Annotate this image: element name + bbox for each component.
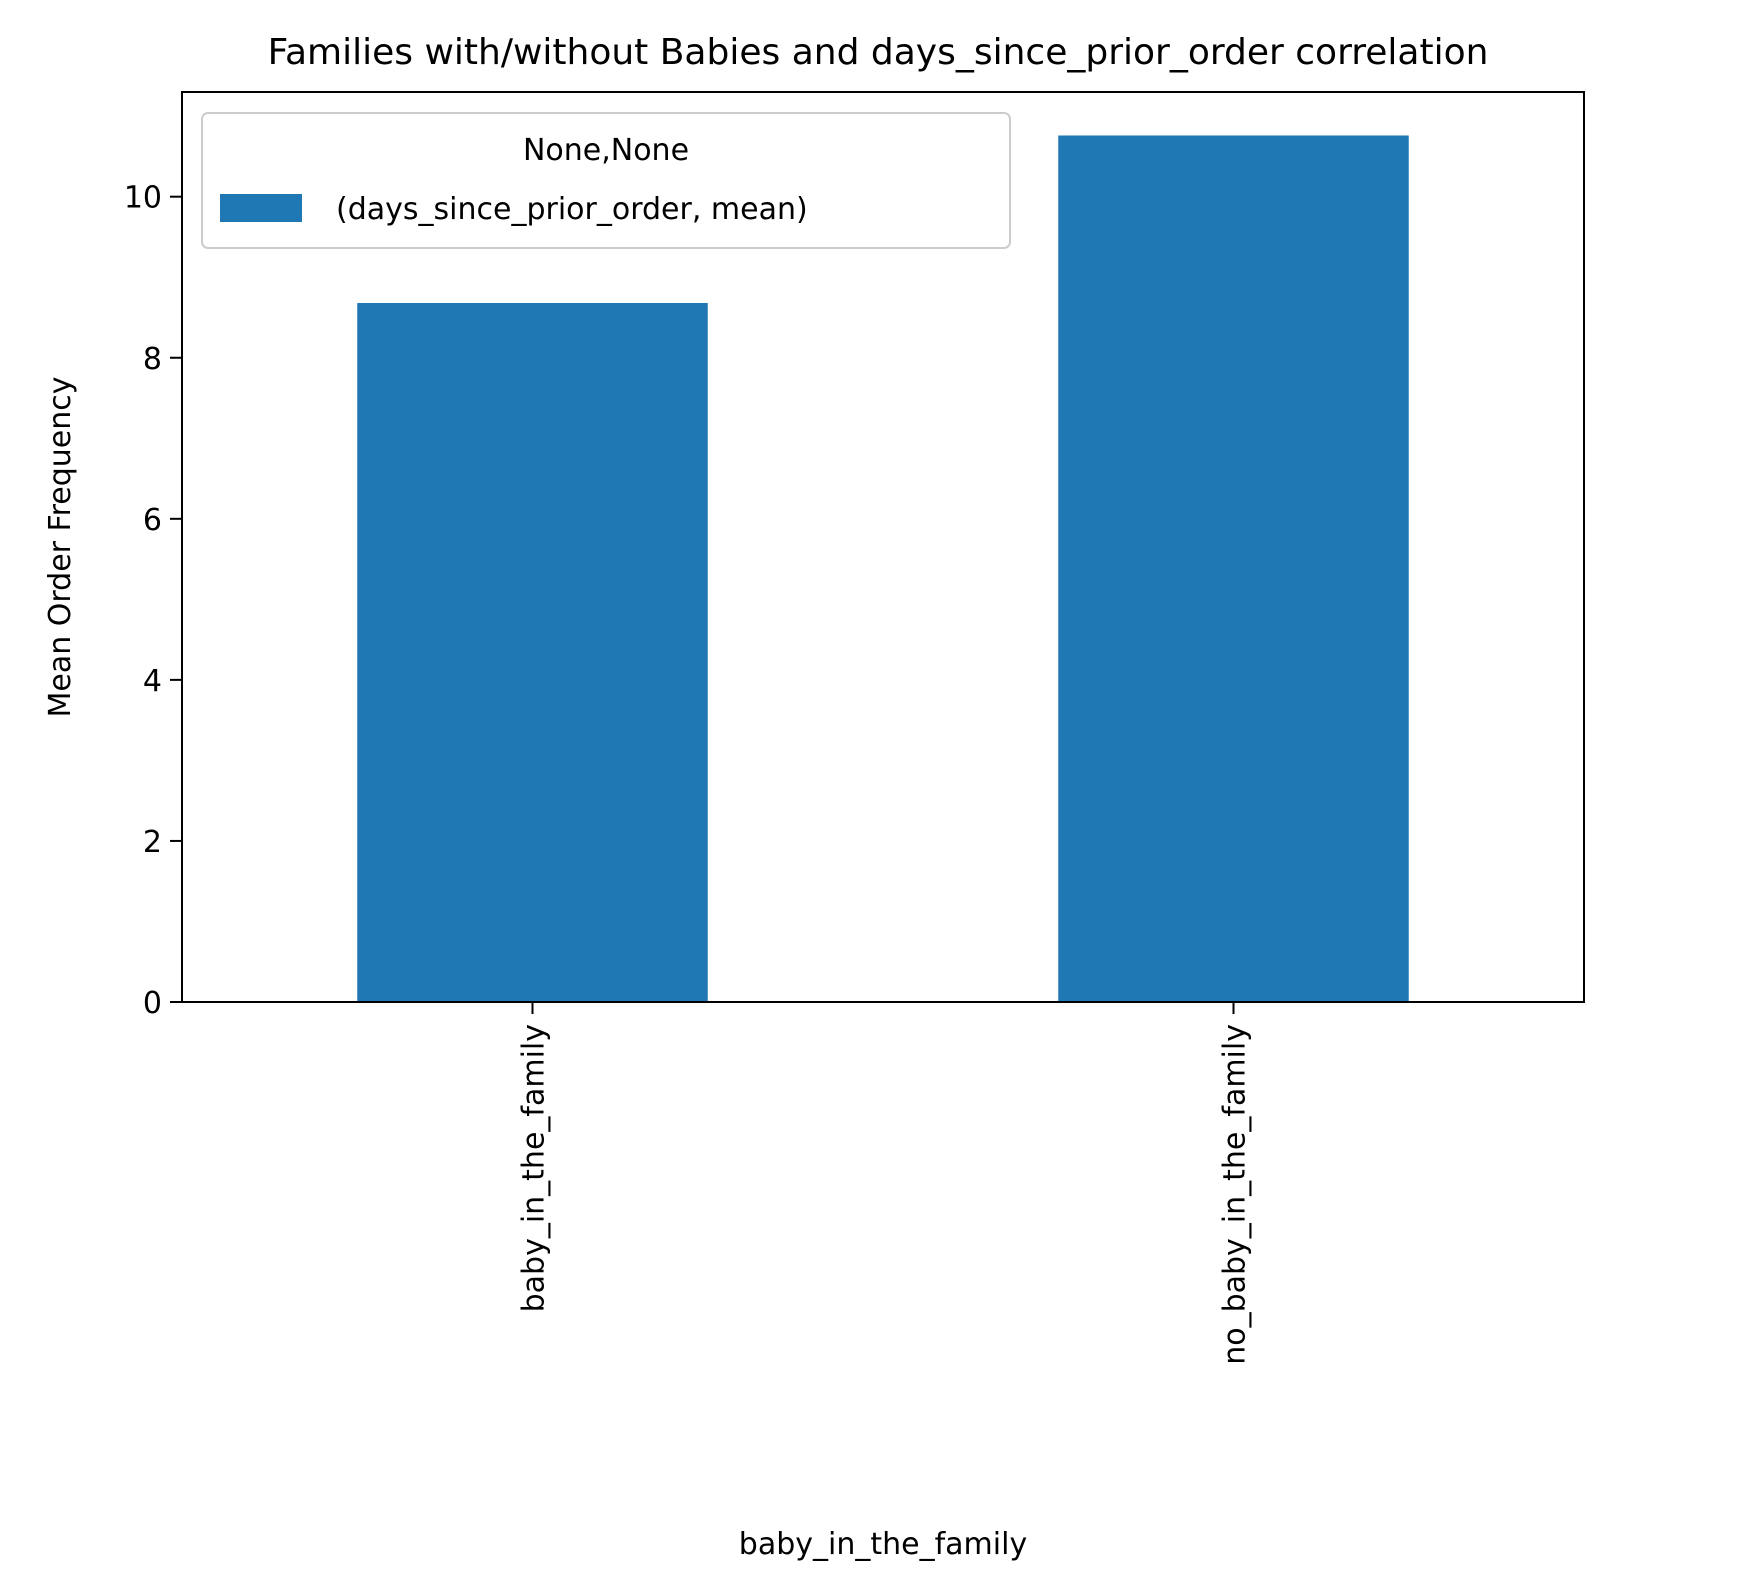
y-tick-label: 8 xyxy=(143,342,162,377)
legend-entry-label: (days_since_prior_order, mean) xyxy=(336,192,808,227)
x-tick-label-no_baby_in_the_family: no_baby_in_the_family xyxy=(1218,1024,1253,1365)
chart-title: Families with/without Babies and days_si… xyxy=(268,32,1489,73)
y-tick-label: 2 xyxy=(143,825,162,860)
x-axis-label: baby_in_the_family xyxy=(739,1527,1027,1562)
y-tick-label: 6 xyxy=(143,503,162,538)
legend-title: None,None xyxy=(523,133,689,168)
y-tick-label: 10 xyxy=(124,181,162,216)
bars-group xyxy=(357,135,1409,1003)
bar-baby_in_the_family xyxy=(357,302,708,1002)
x-axis-ticks: baby_in_the_family no_baby_in_the_family xyxy=(517,1002,1253,1365)
legend-swatch xyxy=(220,194,302,222)
legend: None,None (days_since_prior_order, mean) xyxy=(201,112,1011,249)
y-axis-ticks: 0 2 4 6 8 10 xyxy=(124,181,182,1021)
legend-box xyxy=(201,112,1011,249)
bar-no_baby_in_the_family xyxy=(1058,135,1409,1003)
x-tick-label-baby_in_the_family: baby_in_the_family xyxy=(517,1024,552,1312)
y-tick-label: 4 xyxy=(143,664,162,699)
y-axis-label: Mean Order Frequency xyxy=(43,376,78,717)
y-tick-label: 0 xyxy=(143,986,162,1021)
plot-frame xyxy=(181,91,1585,1003)
